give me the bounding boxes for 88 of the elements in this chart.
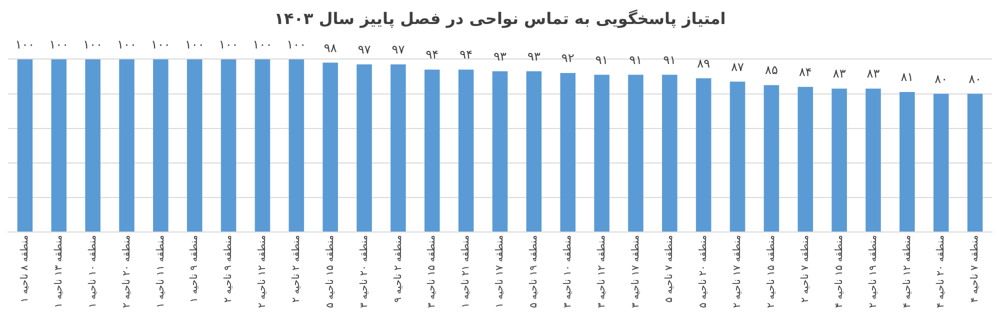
x-tick-label: منطقه ۱۲ ناحیه ۴ [902, 234, 913, 308]
bar [628, 74, 644, 232]
bar [526, 71, 542, 232]
bar [900, 92, 915, 232]
data-label: ۹۴ [460, 48, 473, 62]
data-label: ۱۰۰ [252, 37, 272, 52]
data-label: ۸۴ [798, 64, 812, 79]
data-label: ۹۳ [527, 49, 541, 64]
bar [866, 88, 881, 232]
x-tick-label: منطقه ۱۰ ناحیه ۳ [562, 234, 574, 308]
bar [492, 71, 508, 232]
data-label: ۸۳ [866, 66, 880, 81]
data-label: ۱۰۰ [184, 37, 204, 52]
x-tick-label: منطقه ۱۹ ناحیه ۲ [868, 234, 879, 308]
x-tick-label: منطقه ۱۵ ناحیه ۵ [324, 234, 336, 308]
x-tick-label: منطقه ۷ ناحیه ۵ [664, 234, 676, 303]
x-tick-label: منطقه ۱۵ ناحیه ۲ [766, 234, 778, 308]
x-tick-label: منطقه ۹ ناحیه ۱ [189, 234, 200, 303]
bar [51, 59, 67, 232]
x-tick-label: منطقه ۱۲ ناحیه ۳ [596, 234, 608, 308]
bar [560, 73, 576, 232]
x-tick-label: منطقه ۷ ناحیه ۴ [970, 234, 981, 303]
data-label: ۸۳ [832, 66, 846, 81]
data-label: ۸۷ [731, 60, 745, 74]
data-label: ۹۱ [629, 52, 642, 67]
data-label: ۸۰ [968, 72, 982, 86]
x-tick-label: منطقه ۷ ناحیه ۲ [800, 234, 811, 303]
x-tick-label: منطقه ۱۷ ناحیه ۲ [732, 234, 744, 308]
data-label: ۸۰ [934, 72, 948, 86]
data-label: ۹۱ [663, 52, 676, 67]
data-label: ۹۸ [324, 40, 338, 55]
bar [390, 64, 406, 232]
bar [798, 86, 814, 232]
bar [119, 59, 134, 232]
bar [220, 59, 236, 232]
x-tick-label: منطقه ۱۵ ناحیه ۴ [834, 234, 845, 308]
bar [662, 74, 678, 232]
data-label: ۱۰۰ [49, 37, 69, 52]
bar [933, 94, 949, 232]
x-tick-label: منطقه ۱۰ ناحیه ۱ [87, 234, 98, 308]
data-label: ۹۷ [358, 42, 372, 57]
bar [186, 59, 202, 232]
data-label: ۹۱ [595, 52, 608, 67]
bar [458, 70, 474, 232]
bar [153, 59, 168, 232]
bar [254, 59, 270, 232]
x-tick-label: منطقه ۱۱ ناحیه ۱ [155, 234, 166, 308]
data-label: ۱۰۰ [218, 37, 238, 52]
data-label: ۱۰۰ [117, 37, 136, 52]
x-tick-label: منطقه ۱۷ ناحیه ۱ [494, 234, 506, 308]
bar [594, 74, 610, 232]
x-tick-label: منطقه ۲۰ ناحیه ۴ [936, 234, 947, 308]
data-label: ۱۰۰ [286, 37, 306, 52]
data-label: ۹۴ [426, 48, 439, 62]
bar [322, 62, 338, 232]
x-tick-label: منطقه ۲ ناحیه ۹ [392, 234, 404, 303]
bar [288, 59, 304, 232]
data-label: ۱۰۰ [151, 37, 170, 52]
data-label: ۸۹ [697, 56, 710, 70]
chart-title: امتیاز پاسخگویی به تماس نواحی در فصل پاییز سال ۱۴۰۳ [274, 8, 726, 28]
x-tick-label: منطقه ۲۰ ناحیه ۲ [121, 234, 132, 308]
data-label: ۸۱ [900, 70, 914, 84]
bar [967, 94, 983, 232]
x-tick-label: منطقه ۲۱ ناحیه ۱ [460, 234, 472, 308]
bar [85, 59, 100, 232]
bar [424, 70, 440, 232]
data-label: ۹۳ [494, 49, 507, 64]
data-label: ۹۷ [392, 42, 406, 57]
data-label: ۹۲ [561, 51, 574, 66]
x-tick-label: منطقه ۱۵ ناحیه ۳ [426, 234, 438, 308]
x-tick-label: منطقه ۲۰ ناحیه ۳ [358, 234, 370, 308]
x-tick-label: منطقه ۱۳ ناحیه ۱ [53, 234, 64, 308]
bar [356, 64, 372, 232]
x-tick-label: منطقه ۱۹ ناحیه ۵ [528, 234, 540, 308]
bar [764, 85, 780, 232]
data-label: ۸۵ [765, 63, 778, 78]
data-label: ۱۰۰ [15, 37, 35, 52]
x-tick-label: منطقه ۸ ناحیه ۱ [20, 234, 31, 303]
bar [730, 82, 746, 232]
bar [696, 78, 712, 232]
x-tick-label: منطقه ۱۷ ناحیه ۳ [630, 234, 642, 308]
data-label: ۱۰۰ [83, 37, 102, 52]
bar [17, 59, 33, 232]
x-tick-label: منطقه ۲ ناحیه ۲ [291, 234, 302, 303]
bar [832, 88, 847, 232]
x-tick-label: منطقه ۹ ناحیه ۲ [223, 234, 234, 303]
x-tick-label: منطقه ۱۲ ناحیه ۲ [257, 234, 268, 308]
x-tick-label: منطقه ۲۰ ناحیه ۵ [698, 234, 710, 308]
